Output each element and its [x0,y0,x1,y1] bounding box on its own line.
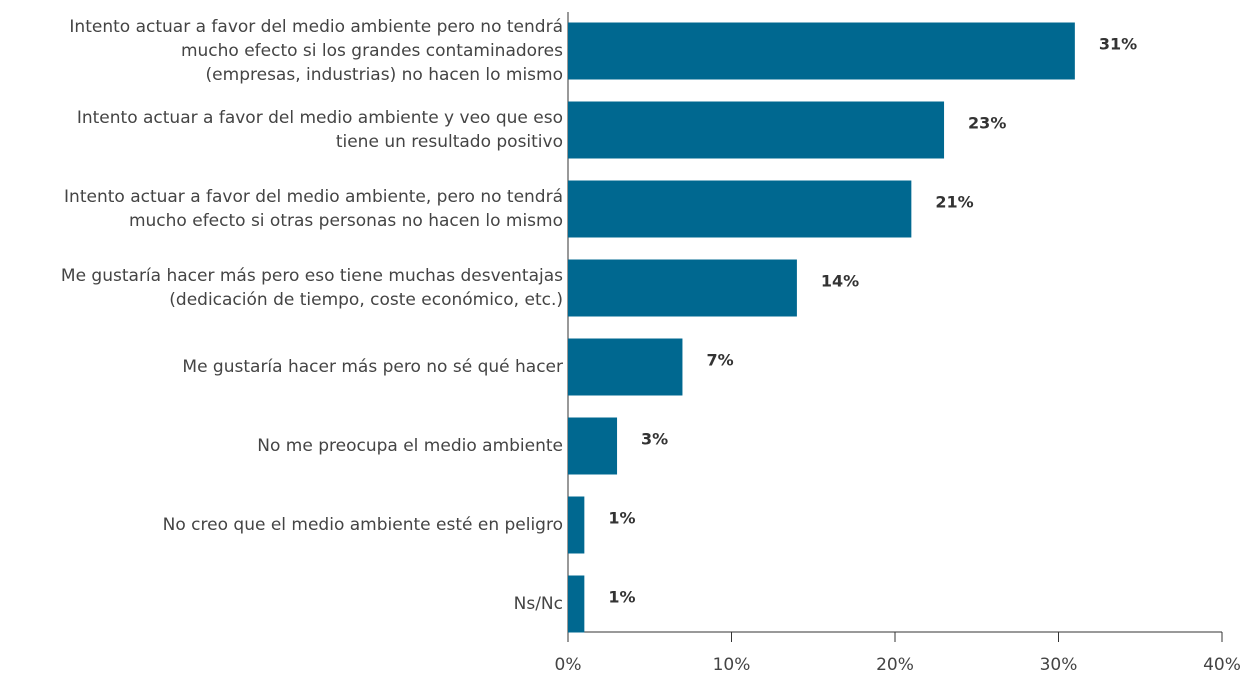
value-label: 31% [1099,35,1137,54]
bar [568,496,585,554]
category-label: Ns/Nc [513,594,563,614]
bar [568,575,585,633]
x-tick-label: 10% [713,655,751,674]
x-tick-label: 0% [555,655,582,674]
bar [568,180,912,238]
value-label: 7% [706,351,733,370]
x-tick-label: 40% [1203,655,1241,674]
category-label: Intento actuar a favor del medio ambient… [64,187,563,231]
category-label: Intento actuar a favor del medio ambient… [69,17,563,85]
x-tick-label: 30% [1040,655,1078,674]
bar [568,417,618,475]
bar [568,259,797,317]
bar [568,101,945,159]
value-label: 23% [968,114,1006,133]
value-label: 14% [821,272,859,291]
bar [568,22,1075,80]
category-label: Intento actuar a favor del medio ambient… [76,108,563,152]
value-label: 3% [641,430,668,449]
category-label: Me gustaría hacer más pero no sé qué hac… [182,357,563,377]
value-label: 1% [608,509,635,528]
value-label: 21% [935,193,973,212]
x-tick-label: 20% [876,655,914,674]
value-label: 1% [608,588,635,607]
category-label: No creo que el medio ambiente esté en pe… [162,515,563,535]
category-label: No me preocupa el medio ambiente [257,436,563,456]
category-label: Me gustaría hacer más pero eso tiene muc… [60,266,563,310]
bar [568,338,683,396]
